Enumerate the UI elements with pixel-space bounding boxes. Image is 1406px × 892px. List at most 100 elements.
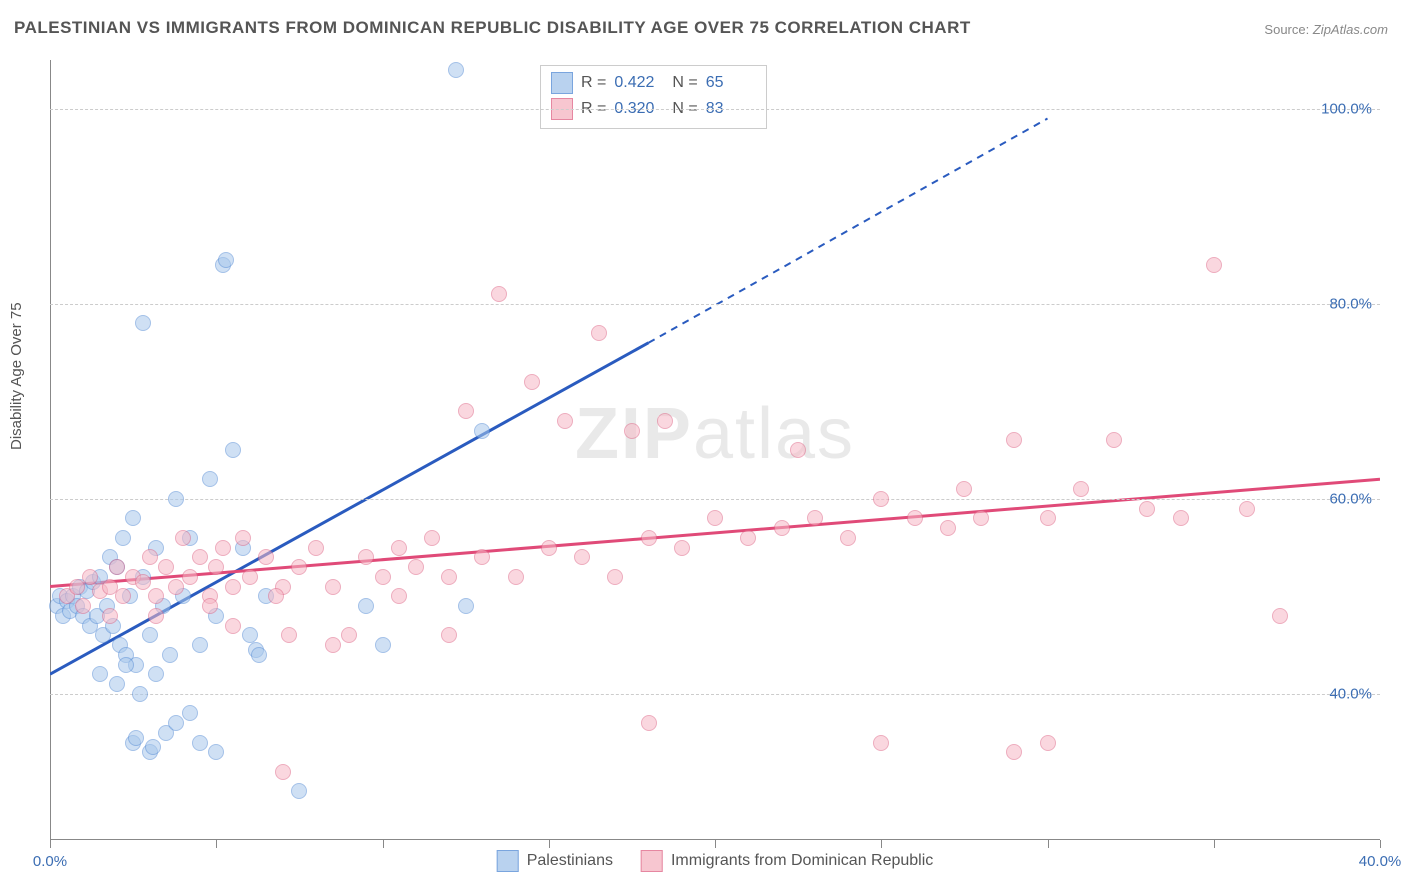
data-point bbox=[591, 325, 607, 341]
legend-item: Immigrants from Dominican Republic bbox=[641, 850, 933, 872]
data-point bbox=[162, 647, 178, 663]
stats-n-label: N = bbox=[672, 74, 697, 92]
data-point bbox=[707, 510, 723, 526]
data-point bbox=[145, 739, 161, 755]
data-point bbox=[674, 540, 690, 556]
legend-label: Immigrants from Dominican Republic bbox=[671, 852, 933, 870]
data-point bbox=[1139, 501, 1155, 517]
data-point bbox=[92, 666, 108, 682]
data-point bbox=[281, 627, 297, 643]
data-point bbox=[474, 423, 490, 439]
trend-line bbox=[50, 343, 649, 675]
data-point bbox=[148, 588, 164, 604]
x-tick bbox=[549, 840, 550, 848]
data-point bbox=[135, 315, 151, 331]
stats-r-value: 0.422 bbox=[614, 74, 664, 92]
data-point bbox=[148, 608, 164, 624]
source-attribution: Source: ZipAtlas.com bbox=[1264, 22, 1388, 37]
data-point bbox=[391, 588, 407, 604]
data-point bbox=[115, 530, 131, 546]
data-point bbox=[358, 598, 374, 614]
data-point bbox=[524, 374, 540, 390]
x-tick bbox=[1048, 840, 1049, 848]
x-tick-label: 40.0% bbox=[1359, 853, 1402, 870]
x-tick bbox=[881, 840, 882, 848]
data-point bbox=[774, 520, 790, 536]
data-point bbox=[1173, 510, 1189, 526]
source-label: Source: bbox=[1264, 22, 1309, 37]
source-value: ZipAtlas.com bbox=[1313, 22, 1388, 37]
data-point bbox=[1206, 257, 1222, 273]
x-tick bbox=[383, 840, 384, 848]
data-point bbox=[873, 491, 889, 507]
stats-legend: R =0.422N =65R =0.320N =83 bbox=[540, 65, 767, 129]
gridline bbox=[50, 304, 1380, 305]
data-point bbox=[82, 569, 98, 585]
data-point bbox=[341, 627, 357, 643]
watermark: ZIPatlas bbox=[575, 393, 855, 475]
data-point bbox=[940, 520, 956, 536]
data-point bbox=[225, 618, 241, 634]
stats-n-value: 65 bbox=[706, 74, 756, 92]
y-axis-label: Disability Age Over 75 bbox=[8, 302, 25, 450]
series-legend: Palestinians Immigrants from Dominican Re… bbox=[497, 850, 934, 872]
x-tick bbox=[50, 840, 51, 848]
plot-area: ZIPatlas R =0.422N =65R =0.320N =83 Pale… bbox=[50, 60, 1380, 840]
data-point bbox=[142, 627, 158, 643]
data-point bbox=[624, 423, 640, 439]
y-tick-label: 80.0% bbox=[1329, 295, 1372, 312]
data-point bbox=[225, 442, 241, 458]
data-point bbox=[325, 637, 341, 653]
x-tick bbox=[1380, 840, 1381, 848]
data-point bbox=[657, 413, 673, 429]
gridline bbox=[50, 109, 1380, 110]
y-tick-label: 100.0% bbox=[1321, 100, 1372, 117]
data-point bbox=[607, 569, 623, 585]
data-point bbox=[182, 705, 198, 721]
data-point bbox=[168, 491, 184, 507]
data-point bbox=[1040, 510, 1056, 526]
stats-r-label: R = bbox=[581, 74, 606, 92]
data-point bbox=[109, 559, 125, 575]
trendlines-layer bbox=[50, 60, 1380, 840]
data-point bbox=[641, 530, 657, 546]
data-point bbox=[268, 588, 284, 604]
data-point bbox=[182, 569, 198, 585]
x-tick bbox=[1214, 840, 1215, 848]
data-point bbox=[202, 471, 218, 487]
data-point bbox=[291, 559, 307, 575]
data-point bbox=[175, 530, 191, 546]
data-point bbox=[118, 657, 134, 673]
data-point bbox=[291, 783, 307, 799]
data-point bbox=[275, 764, 291, 780]
data-point bbox=[208, 744, 224, 760]
data-point bbox=[491, 286, 507, 302]
gridline bbox=[50, 499, 1380, 500]
data-point bbox=[128, 730, 144, 746]
legend-swatch bbox=[497, 850, 519, 872]
data-point bbox=[1006, 744, 1022, 760]
legend-swatch bbox=[551, 72, 573, 94]
data-point bbox=[1040, 735, 1056, 751]
data-point bbox=[956, 481, 972, 497]
legend-item: Palestinians bbox=[497, 850, 613, 872]
data-point bbox=[973, 510, 989, 526]
data-point bbox=[358, 549, 374, 565]
data-point bbox=[251, 647, 267, 663]
data-point bbox=[508, 569, 524, 585]
data-point bbox=[541, 540, 557, 556]
data-point bbox=[115, 588, 131, 604]
data-point bbox=[840, 530, 856, 546]
y-tick-label: 40.0% bbox=[1329, 685, 1372, 702]
data-point bbox=[448, 62, 464, 78]
data-point bbox=[1106, 432, 1122, 448]
data-point bbox=[235, 530, 251, 546]
x-tick bbox=[216, 840, 217, 848]
data-point bbox=[375, 637, 391, 653]
data-point bbox=[641, 715, 657, 731]
y-axis-line bbox=[50, 60, 51, 840]
data-point bbox=[158, 559, 174, 575]
data-point bbox=[148, 666, 164, 682]
chart-container: PALESTINIAN VS IMMIGRANTS FROM DOMINICAN… bbox=[0, 0, 1406, 892]
stats-legend-row: R = 0.422 N = 65 bbox=[551, 70, 756, 96]
